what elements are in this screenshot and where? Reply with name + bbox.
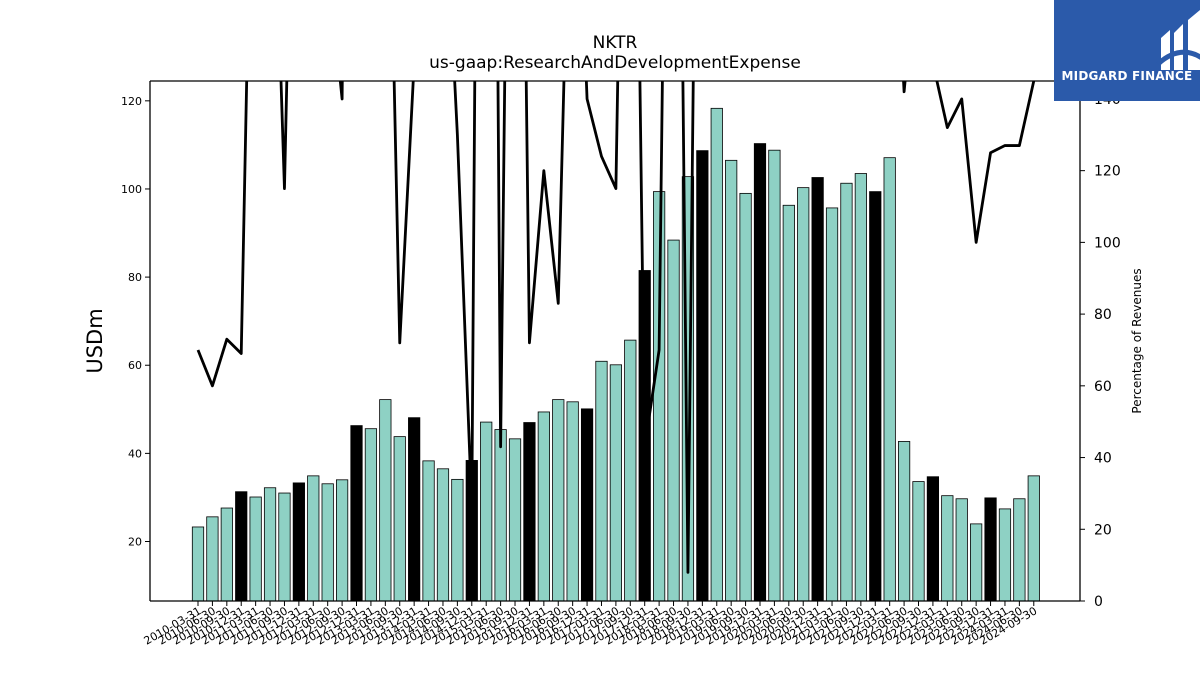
- bar: [537, 411, 550, 602]
- bar: [235, 491, 248, 602]
- bar: [825, 207, 839, 602]
- bar: [422, 460, 435, 602]
- chart-title: NKTR: [593, 33, 638, 53]
- bar: [753, 143, 767, 602]
- line-series: [196, 81, 1036, 574]
- bar: [739, 192, 752, 602]
- bar: [393, 436, 406, 602]
- bar: [595, 360, 608, 602]
- bar: [220, 507, 233, 602]
- bar: [869, 191, 882, 602]
- bar: [249, 496, 262, 602]
- bar: [1027, 475, 1040, 602]
- bar: [955, 498, 968, 602]
- bar: [494, 429, 507, 602]
- y2-tick-label: 120: [1094, 164, 1121, 180]
- y2-tick-label: 40: [1094, 451, 1112, 467]
- bar: [278, 492, 291, 602]
- bar: [1013, 498, 1026, 602]
- bar: [408, 417, 421, 602]
- y-tick-label: 100: [121, 183, 142, 196]
- bar: [941, 495, 954, 602]
- line-group: [196, 81, 1036, 574]
- logo-icon: [1156, 10, 1200, 70]
- y-tick-label: 20: [128, 536, 142, 549]
- bar: [970, 523, 983, 602]
- bar: [624, 339, 637, 602]
- y-tick-label: 40: [128, 447, 142, 460]
- bar: [998, 508, 1012, 602]
- bar: [436, 468, 450, 602]
- bar: [696, 150, 709, 602]
- y2-tick-label: 100: [1094, 235, 1121, 251]
- bar: [782, 204, 795, 602]
- chart-subtitle: us-gaap:ResearchAndDevelopmentExpense: [429, 53, 801, 73]
- bar: [566, 401, 579, 602]
- bar: [451, 478, 464, 602]
- bar: [609, 364, 622, 602]
- y-tick-label: 80: [128, 271, 142, 284]
- bar: [840, 182, 853, 602]
- bar: [364, 428, 378, 602]
- bar: [523, 422, 536, 602]
- y2-tick-label: 80: [1094, 307, 1112, 323]
- bar: [350, 425, 363, 602]
- bar: [883, 157, 896, 602]
- bar: [321, 483, 334, 602]
- bar: [191, 526, 205, 602]
- bar: [811, 177, 824, 602]
- bar: [480, 421, 493, 602]
- bar: [797, 187, 810, 602]
- bar: [508, 438, 522, 602]
- bar: [725, 159, 738, 602]
- bars-group: [191, 107, 1040, 602]
- y2-axis-label: Percentage of Revenues: [1130, 268, 1144, 413]
- bar: [335, 479, 349, 602]
- y-axis-label: USDm: [83, 308, 107, 373]
- bar: [580, 408, 594, 602]
- bar: [292, 482, 305, 602]
- y2-tick-label: 60: [1094, 379, 1112, 395]
- y-tick-label: 120: [121, 95, 142, 108]
- bar: [307, 475, 320, 602]
- bar: [667, 239, 680, 602]
- bar: [897, 441, 911, 602]
- bar: [710, 107, 723, 602]
- bar: [263, 487, 277, 602]
- bar: [984, 497, 997, 602]
- bar: [926, 476, 940, 602]
- bar: [854, 173, 867, 602]
- bar: [379, 399, 392, 602]
- bar: [912, 481, 925, 602]
- bar: [552, 399, 565, 602]
- bar: [206, 516, 219, 602]
- logo-text: MIDGARD FINANCE: [1061, 69, 1193, 83]
- bar: [768, 149, 781, 602]
- y2-tick-label: 20: [1094, 522, 1112, 538]
- brand-logo: MIDGARD FINANCE: [1054, 0, 1200, 101]
- y2-tick-label: 0: [1094, 594, 1103, 610]
- y-tick-label: 60: [128, 359, 142, 372]
